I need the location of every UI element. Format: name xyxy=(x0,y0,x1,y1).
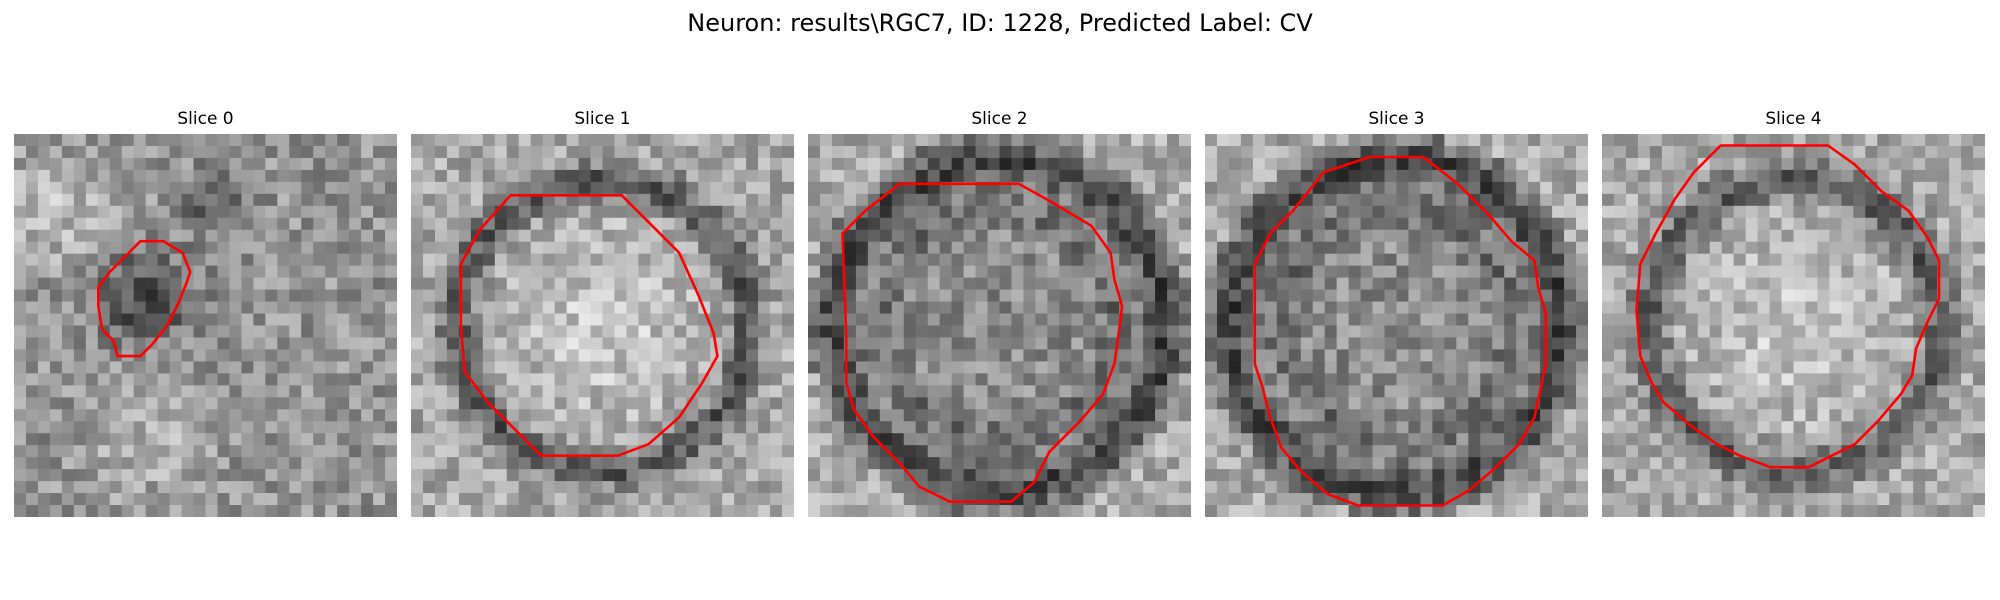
slice-panel-3: Slice 3 xyxy=(1205,108,1588,518)
slice-panel-1: Slice 1 xyxy=(411,108,794,518)
slice-title: Slice 2 xyxy=(971,109,1028,129)
slice-title: Slice 4 xyxy=(1765,109,1822,129)
segmentation-contour xyxy=(459,193,719,458)
slice-image xyxy=(411,134,794,517)
slice-image xyxy=(1205,134,1588,517)
slice-panel-0: Slice 0 xyxy=(14,108,397,518)
slice-panel-4: Slice 4 xyxy=(1602,108,1985,518)
segmentation-contour xyxy=(1253,155,1548,507)
segmentation-contour xyxy=(97,239,192,358)
slice-image xyxy=(14,134,397,517)
figure-title: Neuron: results\RGC7, ID: 1228, Predicte… xyxy=(687,9,1313,37)
slice-panel-2: Slice 2 xyxy=(808,108,1191,518)
slice-title: Slice 0 xyxy=(177,109,234,129)
slice-title: Slice 1 xyxy=(574,109,631,129)
slice-image xyxy=(1602,134,1985,517)
segmentation-contour xyxy=(841,182,1124,504)
segmentation-contour xyxy=(1635,144,1941,469)
slice-image xyxy=(808,134,1191,517)
slice-title: Slice 3 xyxy=(1368,109,1425,129)
